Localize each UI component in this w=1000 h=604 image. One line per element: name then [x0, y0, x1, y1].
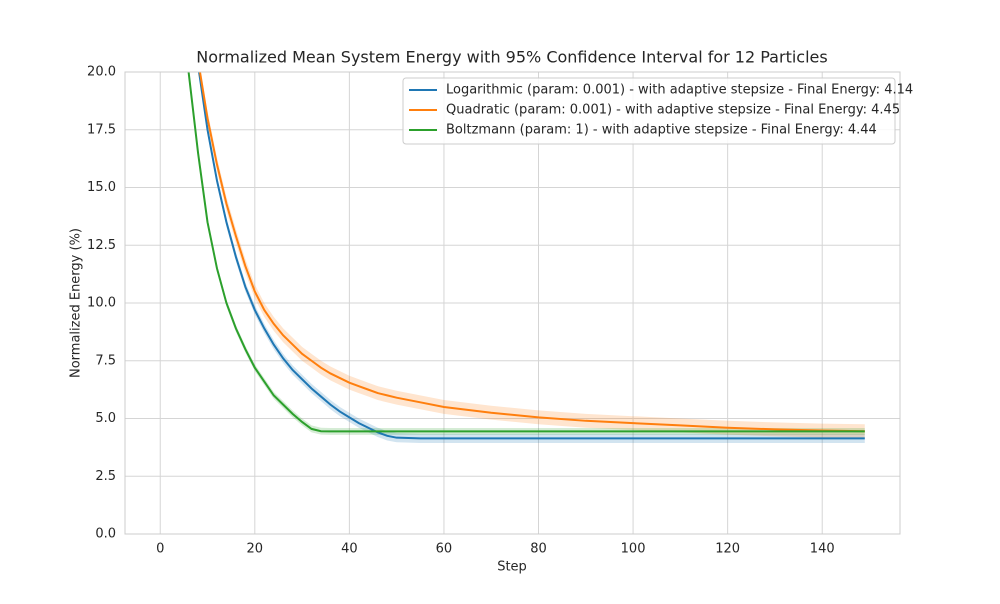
x-tick-label: 120 — [715, 542, 740, 557]
x-tick-label: 140 — [810, 542, 835, 557]
series-line — [187, 72, 865, 433]
x-tick-label: 80 — [530, 542, 547, 557]
y-tick-label: 0.0 — [95, 527, 116, 542]
series-line — [198, 72, 865, 440]
y-tick-label: 20.0 — [87, 65, 116, 80]
y-tick-label: 5.0 — [95, 411, 116, 426]
legend-box — [402, 77, 896, 145]
x-tick-label: 60 — [436, 542, 453, 557]
chart-title: Normalized Mean System Energy with 95% C… — [196, 48, 827, 67]
x-tick-label: 0 — [156, 542, 164, 557]
legend-label: Boltzmann (param: 1) - with adaptive ste… — [446, 123, 877, 138]
y-tick-label: 15.0 — [87, 180, 116, 195]
y-tick-label: 12.5 — [87, 238, 116, 253]
x-tick-label: 40 — [341, 542, 358, 557]
y-tick-label: 17.5 — [87, 122, 116, 137]
x-tick-label: 100 — [621, 542, 646, 557]
y-tick-label: 2.5 — [95, 469, 116, 484]
plot-frame — [124, 71, 901, 535]
y-tick-label: 10.0 — [87, 296, 116, 311]
legend-label: Logarithmic (param: 0.001) - with adapti… — [446, 83, 913, 98]
x-axis-label: Step — [497, 560, 527, 575]
x-tick-label: 20 — [247, 542, 264, 557]
y-tick-label: 7.5 — [95, 353, 116, 368]
legend: Logarithmic (param: 0.001) - with adapti… — [402, 77, 913, 145]
legend-label: Quadratic (param: 0.001) - with adaptive… — [446, 103, 900, 118]
plot-area — [187, 72, 865, 443]
series-line — [198, 72, 865, 433]
y-axis-label: Normalized Energy (%) — [69, 228, 84, 378]
